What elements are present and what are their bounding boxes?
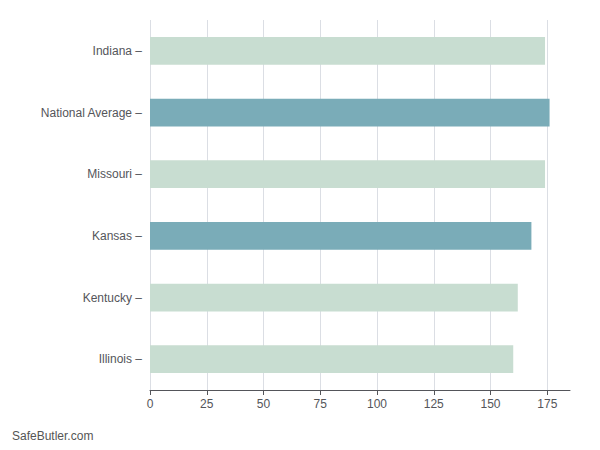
svg-text:75: 75	[314, 397, 328, 411]
svg-text:100: 100	[367, 397, 387, 411]
svg-text:125: 125	[424, 397, 444, 411]
svg-text:Kentucky –: Kentucky –	[83, 291, 143, 305]
svg-text:National Average –: National Average –	[41, 106, 143, 120]
svg-text:Missouri –: Missouri –	[87, 167, 142, 181]
svg-text:Kansas –: Kansas –	[92, 229, 142, 243]
svg-text:150: 150	[481, 397, 501, 411]
svg-text:Illinois –: Illinois –	[99, 352, 143, 366]
svg-text:175: 175	[537, 397, 557, 411]
svg-text:50: 50	[257, 397, 271, 411]
svg-text:Indiana –: Indiana –	[93, 44, 143, 58]
svg-text:0: 0	[147, 397, 154, 411]
svg-text:25: 25	[200, 397, 214, 411]
svg-text:SafeButler.com: SafeButler.com	[12, 429, 93, 443]
